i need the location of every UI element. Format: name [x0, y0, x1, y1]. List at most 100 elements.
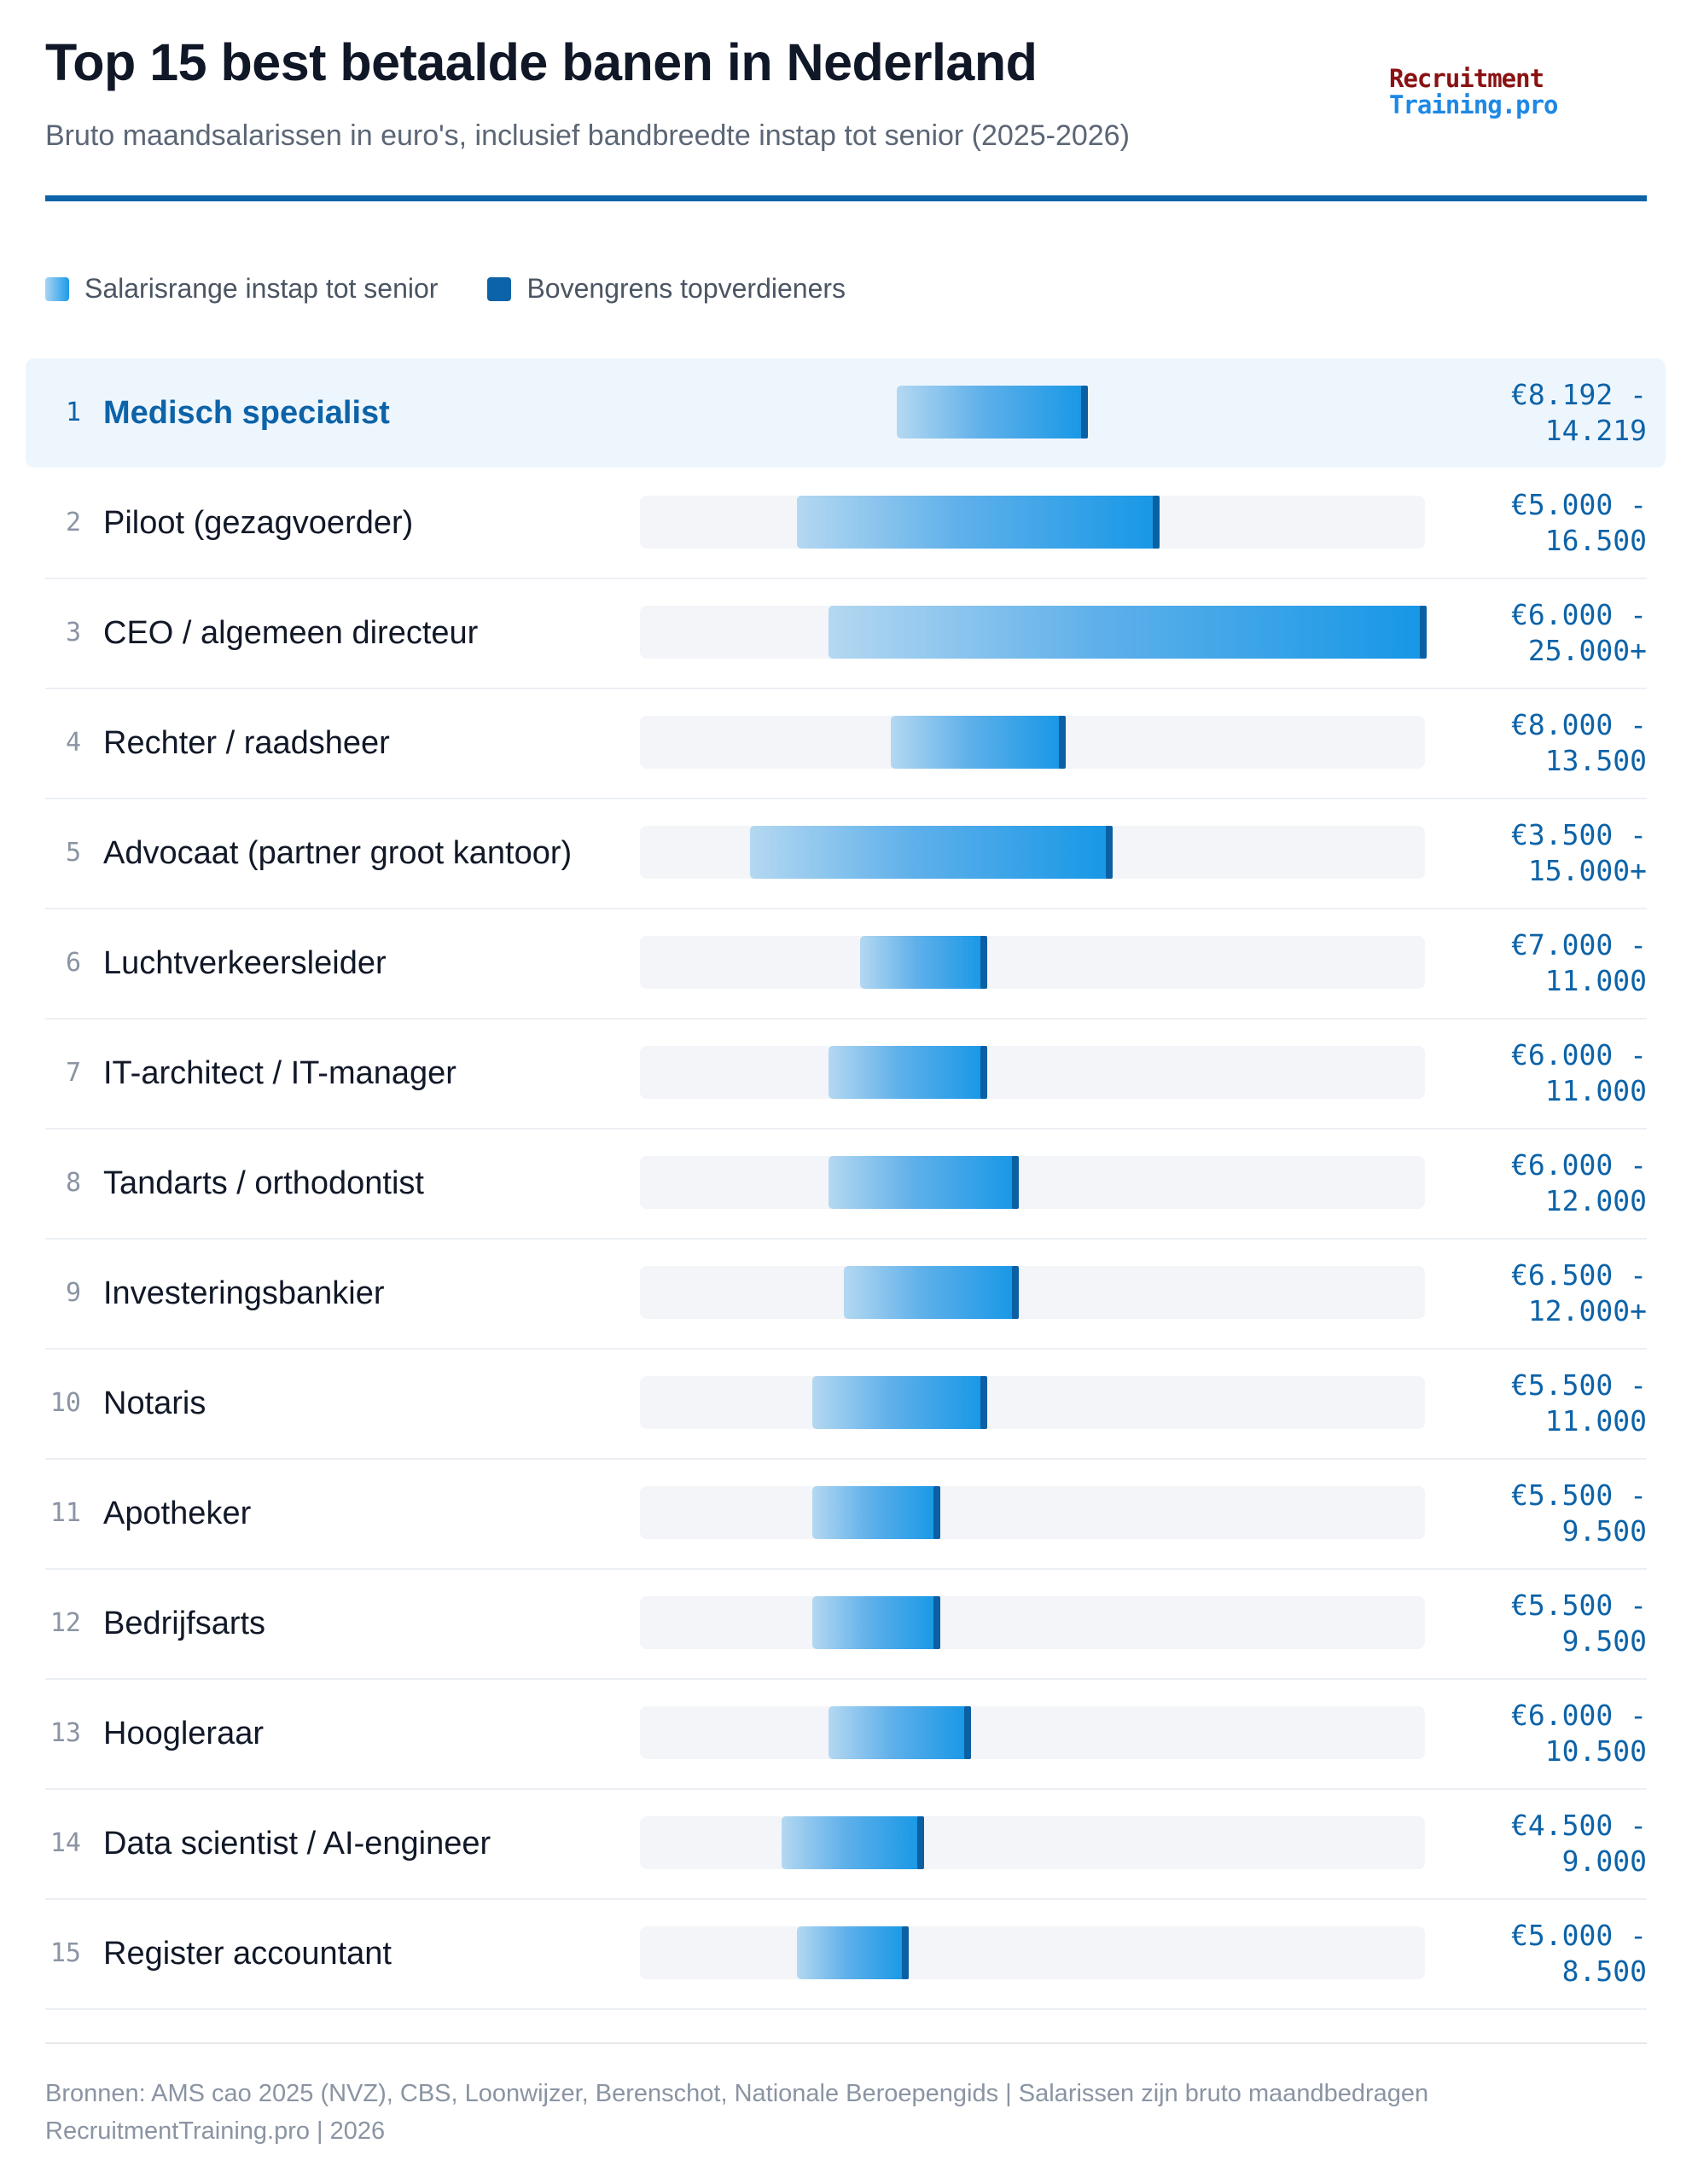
chart-row: 12 Bedrijfsarts €5.500 -9.500 — [45, 1569, 1647, 1680]
bar-track — [640, 1376, 1425, 1429]
value-range-end: 25.000+ — [1527, 634, 1647, 667]
chart-row: 5 Advocaat (partner groot kantoor) €3.500 … — [45, 799, 1647, 909]
value-range-start: €6.500 - — [1511, 1258, 1647, 1292]
logo-line-2: Training.pro — [1389, 90, 1559, 119]
bar-track — [640, 386, 1425, 439]
chart-row: 8 Tandarts / orthodontist €6.000 -12.000 — [45, 1129, 1647, 1240]
value-label: €6.000 -25.000+ — [1476, 597, 1647, 669]
value-range-start: €4.500 - — [1511, 1809, 1647, 1842]
top-earner-marker — [1153, 496, 1160, 549]
top-earner-marker — [1106, 826, 1113, 879]
category-label: Notaris — [103, 1385, 206, 1421]
salary-range-bar — [828, 1706, 970, 1759]
value-range-end: 9.000 — [1561, 1844, 1647, 1878]
value-label: €3.500 -15.000+ — [1476, 817, 1647, 889]
value-range-start: €6.000 - — [1511, 598, 1647, 631]
category-label: Register accountant — [103, 1936, 392, 1972]
sources-text: Bronnen: AMS cao 2025 (NVZ), CBS, Loonwi… — [45, 2080, 1429, 2107]
value-label: €6.000 -11.000 — [1476, 1037, 1647, 1109]
value-range-end: 9.500 — [1561, 1624, 1647, 1658]
top-earner-marker — [1011, 1156, 1019, 1209]
value-range-start: €5.500 - — [1511, 1368, 1647, 1402]
value-label: €5.500 -11.000 — [1476, 1368, 1647, 1439]
bar-track — [640, 1596, 1425, 1649]
chart-row: 6 Luchtverkeersleider €7.000 -11.000 — [45, 909, 1647, 1019]
rank-label: 15 — [49, 1938, 81, 1968]
top-earner-marker — [933, 1486, 940, 1539]
rank-label: 13 — [49, 1718, 81, 1748]
bar-track — [640, 1706, 1425, 1759]
value-range-start: €7.000 - — [1511, 928, 1647, 961]
value-range-start: €5.000 - — [1511, 488, 1647, 521]
salary-range-bar — [859, 936, 986, 989]
salary-range-bar — [812, 1596, 939, 1649]
value-range-end: 9.500 — [1561, 1514, 1647, 1548]
rank-label: 11 — [49, 1498, 81, 1528]
legend-item-range: Salarisrange instap tot senior — [45, 273, 438, 305]
value-range-end: 12.000 — [1544, 1184, 1647, 1217]
category-label: Rechter / raadsheer — [103, 725, 390, 761]
bar-track — [640, 936, 1425, 989]
value-range-end: 8.500 — [1561, 1955, 1647, 1988]
top-earner-marker — [1058, 716, 1066, 769]
chart-title: Top 15 best betaalde banen in Nederland — [45, 33, 1038, 91]
footer-divider — [45, 2042, 1647, 2044]
category-label: Investeringsbankier — [103, 1275, 385, 1311]
bar-track — [640, 716, 1425, 769]
bar-track — [640, 1266, 1425, 1319]
bar-track — [640, 1046, 1425, 1099]
value-range-end: 11.000 — [1544, 964, 1647, 997]
category-label: Data scientist / AI-engineer — [103, 1826, 491, 1862]
top-earner-marker — [1011, 1266, 1019, 1319]
category-label: Apotheker — [103, 1496, 252, 1531]
bar-track — [640, 1926, 1425, 1979]
bar-track — [640, 606, 1427, 659]
bar-track — [640, 1156, 1425, 1209]
logo-line-1: Recruitment — [1389, 64, 1544, 93]
value-range-start: €6.000 - — [1511, 1699, 1647, 1732]
category-label: Piloot (gezagvoerder) — [103, 505, 414, 541]
top-earner-marker — [1420, 606, 1427, 659]
value-range-start: €5.500 - — [1511, 1478, 1647, 1512]
salary-range-bar — [828, 1046, 986, 1099]
value-label: €8.000 -13.500 — [1476, 707, 1647, 779]
value-range-end: 14.219 — [1544, 414, 1647, 447]
chart-row: 2 Piloot (gezagvoerder) €5.000 -16.500 — [45, 468, 1647, 579]
salary-range-bar — [844, 1266, 1017, 1319]
top-earner-marker — [1081, 386, 1089, 439]
category-label: Advocaat (partner groot kantoor) — [103, 835, 573, 871]
rank-label: 5 — [65, 838, 81, 868]
category-label: Hoogleraar — [103, 1716, 264, 1751]
value-range-end: 10.500 — [1544, 1734, 1647, 1768]
brand-logo: Recruitment Training.pro — [1389, 64, 1559, 119]
top-earner-marker — [980, 936, 987, 989]
top-earner-marker — [964, 1706, 972, 1759]
category-label: Medisch specialist — [103, 395, 390, 431]
value-range-end: 15.000+ — [1527, 854, 1647, 887]
salary-range-bar — [897, 386, 1087, 439]
category-label: Luchtverkeersleider — [103, 945, 387, 981]
rank-label: 7 — [65, 1058, 81, 1088]
chart-row: 4 Rechter / raadsheer €8.000 -13.500 — [45, 688, 1647, 799]
value-label: €5.000 -8.500 — [1476, 1918, 1647, 1989]
salary-range-bar — [828, 606, 1425, 659]
value-range-end: 13.500 — [1544, 744, 1647, 777]
salary-range-bar — [828, 1156, 1017, 1209]
rank-label: 4 — [65, 728, 81, 758]
chart-row: 11 Apotheker €5.500 -9.500 — [45, 1459, 1647, 1570]
value-label: €8.192 -14.219 — [1476, 377, 1647, 449]
category-label: Tandarts / orthodontist — [103, 1165, 424, 1201]
chart-row: 9 Investeringsbankier €6.500 -12.000+ — [45, 1239, 1647, 1350]
rank-label: 3 — [65, 618, 81, 648]
value-label: €6.000 -12.000 — [1476, 1147, 1647, 1219]
legend-swatch-top — [487, 276, 512, 301]
value-label: €6.500 -12.000+ — [1476, 1258, 1647, 1329]
salary-range-bar — [749, 826, 1111, 879]
chart-subtitle: Bruto maandsalarissen in euro's, inclusi… — [45, 119, 1130, 152]
salary-range-bar — [797, 1926, 907, 1979]
chart-row: 7 IT-architect / IT-manager €6.000 -11.000 — [45, 1019, 1647, 1130]
value-range-start: €3.500 - — [1511, 818, 1647, 851]
rank-label: 6 — [65, 948, 81, 978]
legend-label-top: Bovengrens topverdieners — [526, 273, 846, 304]
value-range-start: €8.192 - — [1511, 378, 1647, 411]
